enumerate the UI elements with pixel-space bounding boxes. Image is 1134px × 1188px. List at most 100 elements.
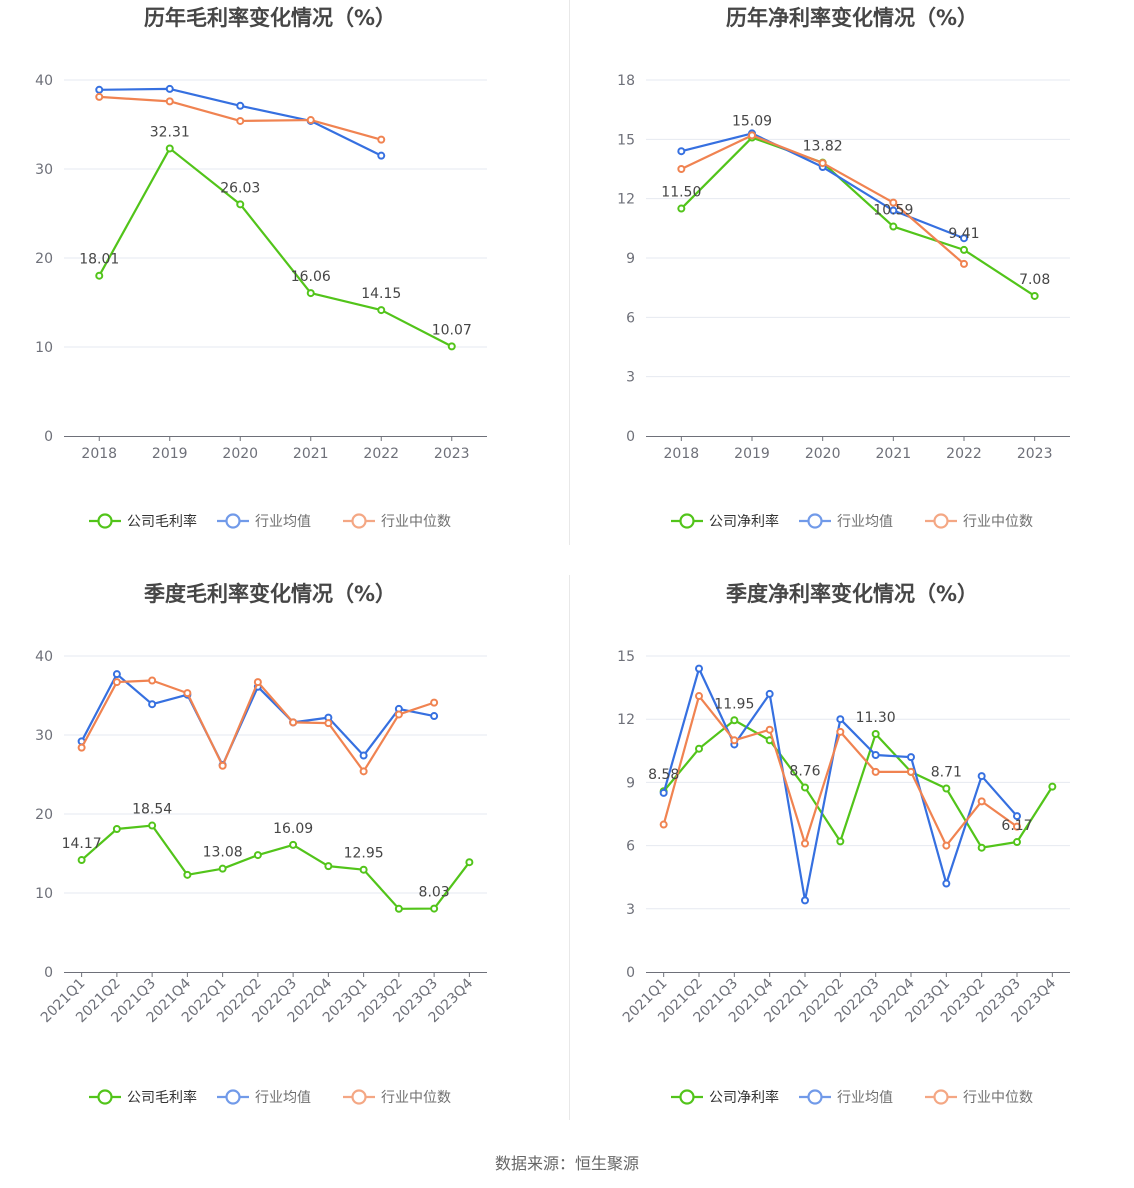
legend-label-median: 行业中位数 [963, 514, 1033, 530]
data-point-company [112, 825, 121, 834]
x-tick-label: 2023 [1017, 446, 1053, 462]
y-tick-label: 20 [35, 251, 53, 267]
data-point-avg [377, 151, 386, 160]
data-point-company [960, 245, 968, 254]
legend-label-company: 公司净利率 [709, 513, 779, 530]
legend-label-avg: 行业均值 [255, 1090, 311, 1106]
data-point-median [1013, 822, 1021, 831]
data-point-avg [236, 101, 245, 110]
legend-label-company: 公司毛利率 [127, 513, 197, 530]
legend-marker-avg [225, 1089, 241, 1105]
legend-marker-median [351, 513, 367, 529]
legend-item-avg: 行业均值 [217, 513, 311, 530]
data-point-median [218, 761, 227, 770]
data-point-company [430, 904, 439, 913]
data-point-company [95, 271, 104, 280]
y-tick-label: 30 [35, 728, 53, 744]
legend-label-median: 行业中位数 [963, 1090, 1033, 1106]
data-label: 11.50 [661, 185, 701, 201]
legend-item-company: 公司毛利率 [89, 1089, 197, 1106]
data-point-company [677, 204, 686, 213]
data-point-median [430, 698, 439, 707]
data-point-median [748, 131, 756, 140]
y-tick-label: 30 [35, 162, 53, 178]
data-label: 16.09 [273, 821, 313, 837]
y-tick-label: 40 [35, 649, 53, 665]
data-label: 12.95 [344, 846, 384, 862]
series-line-company [98, 147, 453, 348]
y-tick-label: 40 [35, 73, 53, 89]
x-tick-label: 2020 [222, 446, 258, 462]
data-label: 6.17 [1001, 818, 1032, 834]
legend: 公司毛利率 行业均值 行业中位数 [89, 513, 451, 530]
data-point-company [1048, 782, 1057, 791]
data-point-avg [942, 879, 951, 888]
data-point-median [677, 165, 686, 173]
x-tick-label: 2023 [434, 446, 470, 462]
data-label: 26.03 [220, 180, 260, 196]
y-tick-label: 0 [44, 965, 53, 981]
legend-item-avg: 行业均值 [799, 1089, 893, 1106]
x-tick-label: 2021 [876, 446, 912, 462]
data-point-median [165, 97, 174, 106]
legend-label-median: 行业中位数 [381, 514, 451, 530]
data-point-median [960, 259, 968, 268]
data-point-median [765, 725, 774, 734]
data-label: 9.41 [948, 226, 979, 242]
y-tick-label: 9 [626, 775, 635, 791]
y-tick-label: 0 [626, 965, 635, 981]
data-point-avg [977, 772, 986, 781]
legend-marker-avg [807, 1089, 823, 1105]
data-point-avg [801, 896, 809, 905]
y-tick-label: 0 [626, 429, 635, 445]
data-point-median [889, 198, 898, 207]
data-point-median [871, 767, 880, 776]
y-tick-label: 20 [35, 807, 53, 823]
data-label: 15.09 [732, 114, 772, 130]
data-label: 7.08 [1019, 272, 1050, 288]
data-point-company [236, 200, 245, 209]
legend: 公司净利率 行业均值 行业中位数 [671, 1089, 1033, 1106]
data-label: 18.54 [132, 802, 172, 818]
legend-marker-company [679, 513, 695, 529]
data-point-avg [677, 147, 686, 156]
legend-item-median: 行业中位数 [925, 1089, 1033, 1106]
data-point-company [730, 716, 739, 725]
data-label: 8.76 [789, 763, 820, 779]
data-point-company [306, 289, 315, 298]
data-point-avg [907, 753, 915, 762]
data-label: 14.17 [62, 836, 102, 852]
legend-item-avg: 行业均值 [799, 513, 893, 530]
chart-title: 历年毛利率变化情况（%） [144, 6, 396, 30]
data-point-company [289, 840, 298, 849]
data-point-company [836, 837, 845, 846]
y-tick-label: 18 [617, 73, 635, 89]
y-tick-label: 6 [626, 310, 635, 326]
series-line-median [80, 679, 435, 773]
data-label: 14.15 [361, 286, 401, 302]
series-line-company [80, 824, 471, 910]
legend-label-median: 行业中位数 [381, 1090, 451, 1106]
data-point-company [465, 858, 474, 867]
data-label: 11.95 [714, 696, 754, 712]
y-tick-label: 12 [617, 712, 635, 728]
y-tick-label: 12 [617, 192, 635, 208]
chart-title: 季度毛利率变化情况（%） [144, 582, 396, 606]
data-point-median [359, 767, 368, 776]
data-point-median [836, 727, 845, 736]
data-point-company [359, 865, 368, 874]
data-point-median [253, 678, 262, 687]
data-point-company [1030, 291, 1039, 300]
data-point-company [942, 784, 951, 793]
data-point-median [942, 841, 951, 850]
legend-item-avg: 行业均值 [217, 1089, 311, 1106]
data-point-median [394, 710, 403, 719]
data-label: 32.31 [150, 124, 190, 140]
data-point-company [183, 870, 192, 879]
series-line-company [662, 719, 1054, 849]
chart-title: 季度净利率变化情况（%） [726, 582, 978, 606]
data-point-company [447, 342, 456, 351]
data-point-avg [95, 85, 104, 94]
y-tick-label: 0 [44, 429, 53, 445]
